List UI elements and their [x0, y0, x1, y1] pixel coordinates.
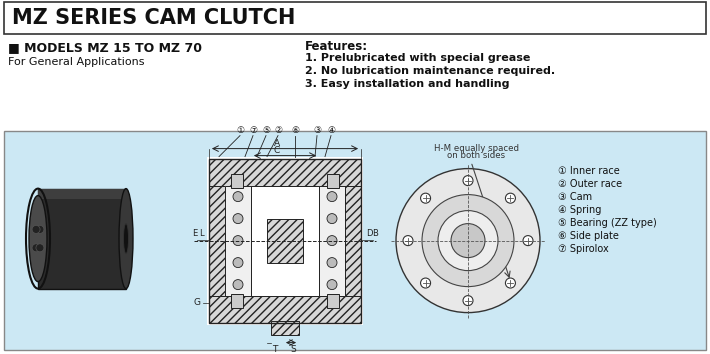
Bar [271, 321, 299, 335]
Text: MZ SERIES CAM CLUTCH: MZ SERIES CAM CLUTCH [12, 8, 295, 28]
Text: For General Applications: For General Applications [8, 57, 145, 67]
Circle shape [233, 213, 243, 224]
Circle shape [420, 278, 430, 288]
Circle shape [403, 236, 413, 246]
Circle shape [32, 244, 40, 252]
Text: E: E [192, 229, 197, 238]
Circle shape [233, 236, 243, 246]
Bar [209, 159, 361, 185]
Text: ⑤ Bearing (ZZ type): ⑤ Bearing (ZZ type) [558, 218, 657, 228]
Text: 2. No lubrication maintenance required.: 2. No lubrication maintenance required. [305, 66, 555, 76]
Circle shape [233, 192, 243, 202]
Text: ② Outer race: ② Outer race [558, 179, 622, 189]
Circle shape [438, 211, 498, 270]
Circle shape [233, 258, 243, 268]
Bar [207, 156, 363, 325]
Text: ③: ③ [313, 126, 321, 135]
Bar [251, 263, 319, 296]
Text: B: B [372, 229, 378, 238]
Bar [319, 185, 345, 296]
Text: L: L [199, 229, 203, 238]
Bar [251, 185, 319, 219]
Text: ③ Cam: ③ Cam [558, 192, 592, 202]
Bar [251, 185, 319, 296]
Text: S: S [290, 344, 296, 354]
Bar [231, 293, 243, 308]
Text: ⑦: ⑦ [249, 126, 257, 135]
Text: 3. Easy installation and handling: 3. Easy installation and handling [305, 79, 510, 89]
Bar [225, 185, 251, 296]
Bar [209, 159, 361, 322]
Circle shape [36, 244, 44, 252]
Circle shape [420, 193, 430, 203]
Text: T: T [273, 344, 278, 354]
Circle shape [327, 192, 337, 202]
Circle shape [36, 225, 44, 233]
Text: A: A [274, 139, 280, 148]
Ellipse shape [119, 189, 133, 289]
Text: ④ Spring: ④ Spring [558, 205, 601, 215]
Bar [4, 131, 706, 350]
Circle shape [506, 193, 515, 203]
Bar [38, 189, 126, 199]
Text: C: C [274, 145, 280, 155]
Bar [345, 185, 361, 296]
Bar [327, 293, 339, 308]
Text: 1. Prelubricated with special grease: 1. Prelubricated with special grease [305, 53, 530, 63]
Text: ④: ④ [327, 126, 335, 135]
Text: Features:: Features: [305, 40, 368, 52]
Circle shape [32, 225, 40, 233]
Text: ① Inner race: ① Inner race [558, 166, 620, 176]
Circle shape [233, 280, 243, 290]
Text: ■ MODELS MZ 15 TO MZ 70: ■ MODELS MZ 15 TO MZ 70 [8, 41, 202, 55]
Text: ②: ② [274, 126, 282, 135]
Text: ①: ① [236, 126, 244, 135]
Text: D: D [366, 229, 372, 238]
Circle shape [451, 224, 485, 258]
Circle shape [327, 236, 337, 246]
Circle shape [463, 296, 473, 306]
Bar [267, 219, 303, 263]
Bar [327, 173, 339, 188]
Bar [231, 173, 243, 188]
Circle shape [463, 176, 473, 185]
Text: on both sides: on both sides [447, 150, 505, 160]
Text: ⑤: ⑤ [262, 126, 270, 135]
Circle shape [327, 280, 337, 290]
Bar [209, 296, 361, 322]
Bar [209, 185, 225, 296]
Text: G: G [194, 298, 201, 307]
Bar [225, 185, 345, 296]
Bar [251, 219, 267, 263]
Bar [4, 2, 706, 34]
Circle shape [396, 169, 540, 313]
Ellipse shape [124, 224, 129, 253]
Circle shape [506, 278, 515, 288]
Bar [303, 219, 319, 263]
Circle shape [327, 258, 337, 268]
Text: ⑦ Spirolox: ⑦ Spirolox [558, 244, 608, 253]
Bar [38, 189, 126, 289]
Circle shape [327, 213, 337, 224]
Text: ⑥: ⑥ [291, 126, 299, 135]
Circle shape [422, 195, 514, 287]
Circle shape [523, 236, 533, 246]
Text: ⑥ Side plate: ⑥ Side plate [558, 230, 619, 241]
Text: H-M equally spaced: H-M equally spaced [434, 144, 518, 153]
Ellipse shape [29, 196, 47, 281]
